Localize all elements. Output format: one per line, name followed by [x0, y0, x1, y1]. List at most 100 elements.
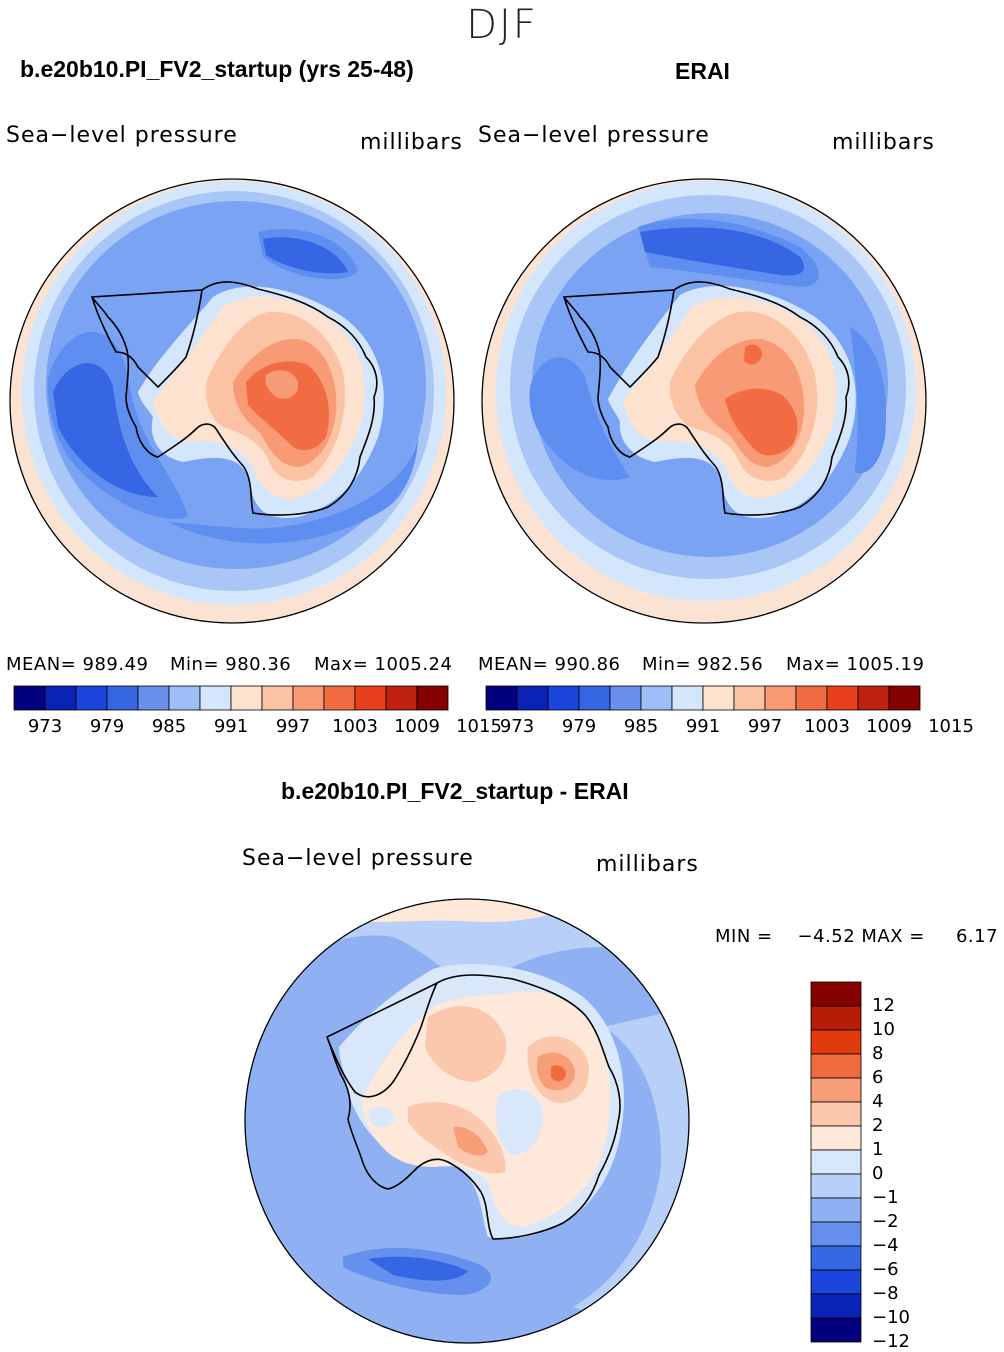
colorbar-swatch	[292, 685, 325, 711]
colorbar-swatch	[578, 685, 611, 711]
colorbar-swatch	[888, 685, 921, 711]
colorbar-swatch	[733, 685, 766, 711]
colorbar-tick-label: 4	[872, 1091, 884, 1112]
colorbar-tick-label: 8	[872, 1043, 884, 1064]
colorbar-swatch	[810, 1197, 862, 1223]
coastline	[325, 974, 621, 1240]
colorbar-tick-label: 12	[872, 995, 895, 1016]
panel3-title: b.e20b10.PI_FV2_startup - ERAI	[281, 778, 629, 804]
panel1-max: Max= 1005.24	[314, 654, 453, 675]
season-title: DJF	[466, 2, 538, 48]
colorbar-tick-label: 1003	[804, 716, 850, 737]
south-low-core	[368, 1256, 468, 1281]
colorbar-tick-label: −6	[872, 1259, 899, 1280]
colorbar-tick-label: 2	[872, 1115, 884, 1136]
colorbar-tick-label: −10	[872, 1307, 910, 1328]
plateau-5	[265, 370, 299, 399]
map-boundary	[9, 178, 455, 624]
colorbar-swatch	[75, 685, 108, 711]
colorbar-tick-label: −4	[872, 1235, 899, 1256]
colorbar-swatch	[516, 685, 549, 711]
panel2-colorbar	[485, 685, 921, 711]
colorbar-tick-label: −8	[872, 1283, 899, 1304]
panel2-min: Min= 982.56	[642, 654, 764, 675]
positive-core	[551, 1065, 566, 1082]
colorbar-tick-label: 991	[213, 716, 249, 737]
colorbar-tick-label: 985	[151, 716, 187, 737]
panel3-minmax: MIN = −4.52 MAX = 6.17	[715, 926, 999, 947]
low-east	[850, 327, 886, 474]
panel2-map	[481, 178, 927, 624]
colorbar-tick-label: 6	[872, 1067, 884, 1088]
colorbar-tick-label: 1	[872, 1139, 884, 1160]
map-boundary	[244, 898, 690, 1344]
colorbar-tick-label: 1015	[928, 716, 974, 737]
cool-coast	[368, 1106, 395, 1128]
colorbar-swatch	[795, 685, 828, 711]
panel1-min: Min= 980.36	[170, 654, 292, 675]
positive-5	[453, 1126, 488, 1156]
plateau-4	[725, 388, 798, 456]
colorbar-swatch	[323, 685, 356, 711]
colorbar-swatch	[810, 1149, 862, 1175]
panel1-variable: Sea−level pressure	[6, 123, 238, 148]
colorbar-tick-label: 997	[747, 716, 783, 737]
colorbar-swatch	[416, 685, 449, 711]
panel2-title: ERAI	[675, 58, 730, 84]
colorbar-swatch	[810, 1077, 862, 1103]
colorbar-swatch	[671, 685, 704, 711]
colorbar-swatch	[810, 1293, 862, 1319]
panel1-title: b.e20b10.PI_FV2_startup (yrs 25-48)	[20, 56, 414, 82]
colorbar-swatch	[810, 1269, 862, 1295]
trough-north	[263, 237, 348, 274]
colorbar-swatch	[702, 685, 735, 711]
colorbar-tick-label: 1009	[866, 716, 912, 737]
positive-1	[425, 1006, 507, 1082]
colorbar-tick-label: 997	[275, 716, 311, 737]
colorbar-swatch	[199, 685, 232, 711]
colorbar-tick-label: 979	[89, 716, 125, 737]
trough-west	[53, 363, 158, 497]
panel3-colorbar	[810, 981, 862, 1343]
colorbar-swatch	[168, 685, 201, 711]
colorbar-swatch	[810, 1029, 862, 1055]
colorbar-swatch	[810, 1317, 862, 1343]
colorbar-swatch	[137, 685, 170, 711]
colorbar-swatch	[640, 685, 673, 711]
plateau-5	[744, 344, 762, 365]
panel2-units: millibars	[832, 130, 935, 155]
colorbar-tick-label: −2	[872, 1211, 899, 1232]
panel1-colorbar	[13, 685, 449, 711]
colorbar-swatch	[485, 685, 518, 711]
low-south	[168, 437, 418, 544]
panel2-variable: Sea−level pressure	[478, 123, 710, 148]
colorbar-tick-label: −12	[872, 1331, 910, 1352]
colorbar-tick-label: 1015	[456, 716, 502, 737]
colorbar-swatch	[13, 685, 46, 711]
colorbar-tick-label: 1003	[332, 716, 378, 737]
colorbar-tick-label: 1009	[394, 716, 440, 737]
colorbar-swatch	[810, 1101, 862, 1127]
colorbar-swatch	[810, 1053, 862, 1079]
colorbar-swatch	[857, 685, 890, 711]
colorbar-swatch	[810, 981, 862, 1007]
colorbar-tick-label: 979	[561, 716, 597, 737]
colorbar-swatch	[609, 685, 642, 711]
trough-north	[640, 227, 804, 276]
colorbar-swatch	[810, 1173, 862, 1199]
colorbar-swatch	[764, 685, 797, 711]
panel2-max: Max= 1005.19	[786, 654, 925, 675]
panel3-map	[244, 898, 690, 1344]
colorbar-swatch	[810, 1005, 862, 1031]
continent-cool-patch	[496, 1089, 544, 1156]
colorbar-tick-label: 991	[685, 716, 721, 737]
coastline	[90, 281, 378, 516]
colorbar-swatch	[810, 1221, 862, 1247]
panel3-variable: Sea−level pressure	[242, 846, 474, 871]
colorbar-swatch	[106, 685, 139, 711]
colorbar-swatch	[385, 685, 418, 711]
colorbar-tick-label: 973	[499, 716, 535, 737]
panel2-mean: MEAN= 990.86	[478, 654, 621, 675]
colorbar-swatch	[230, 685, 263, 711]
colorbar-swatch	[826, 685, 859, 711]
